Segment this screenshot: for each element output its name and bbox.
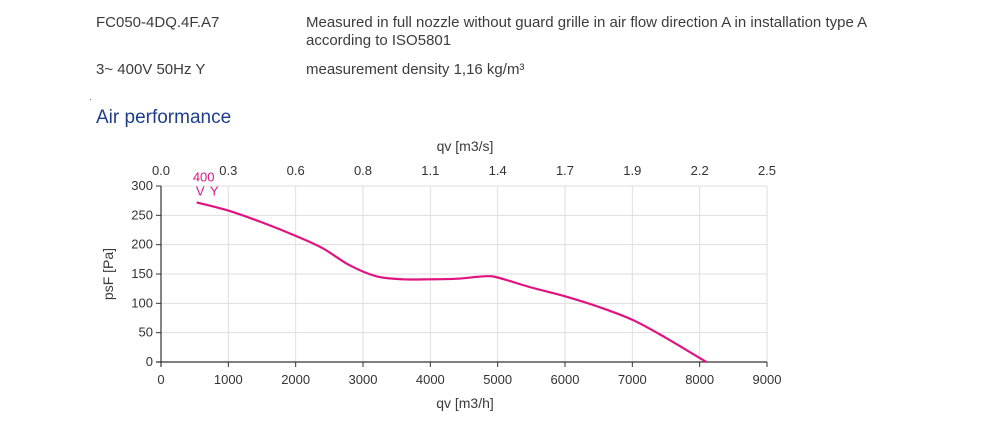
x-tick-label: 6000: [551, 372, 580, 387]
chart-tick-labels: 0 1000 2000 3000 4000 5000 6000 7000 8000 90000.0…: [131, 163, 781, 387]
x2-tick-label: 1.4: [489, 163, 507, 178]
x2-tick-label: 1.7: [556, 163, 574, 178]
x2-tick-label: 1.1: [421, 163, 439, 178]
series-line-400vy: [196, 201, 707, 363]
x2-tick-label: 1.9: [623, 163, 641, 178]
chart-axes: [156, 185, 768, 367]
y-tick-label: 200: [131, 237, 153, 252]
chart-series: 400V Y: [193, 169, 707, 363]
series-label: 400: [193, 169, 215, 184]
x-tick-label: 1000: [214, 372, 243, 387]
x-tick-label: 4000: [416, 372, 445, 387]
separator-dot: [90, 99, 91, 100]
y-tick-label: 50: [139, 325, 153, 340]
x2-tick-label: 0.6: [287, 163, 305, 178]
y-tick-label: 250: [131, 207, 153, 222]
y-tick-label: 150: [131, 266, 153, 281]
x-tick-label: 2000: [281, 372, 310, 387]
x2-tick-label: 0.0: [152, 163, 170, 178]
x-tick-label: 0: [157, 372, 164, 387]
measurement-description: Measured in full nozzle without guard gr…: [306, 14, 867, 49]
x2-tick-label: 0.8: [354, 163, 372, 178]
x-tick-label: 3000: [349, 372, 378, 387]
y-tick-label: 100: [131, 295, 153, 310]
x-tick-label: 5000: [483, 372, 512, 387]
x2-axis-label: qv [m3/s]: [437, 138, 494, 154]
voltage-spec: 3~ 400V 50Hz Y: [96, 61, 206, 78]
x2-tick-label: 2.2: [691, 163, 709, 178]
x-tick-label: 8000: [685, 372, 714, 387]
chart-grid: [160, 185, 768, 363]
x-axis-label: qv [m3/h]: [436, 395, 494, 411]
series-label: V Y: [196, 183, 220, 198]
y-tick-label: 300: [131, 178, 153, 193]
x-tick-label: 9000: [753, 372, 782, 387]
x2-tick-label: 0.3: [219, 163, 237, 178]
x2-tick-label: 2.5: [758, 163, 776, 178]
measurement-density: measurement density 1,16 kg/m³: [306, 61, 525, 78]
section-title: Air performance: [96, 107, 232, 128]
fan-model: FC050-4DQ.4F.A7: [96, 14, 220, 31]
x-tick-label: 7000: [618, 372, 647, 387]
y-axis-label: psF [Pa]: [100, 248, 116, 300]
y-tick-label: 0: [146, 354, 153, 369]
